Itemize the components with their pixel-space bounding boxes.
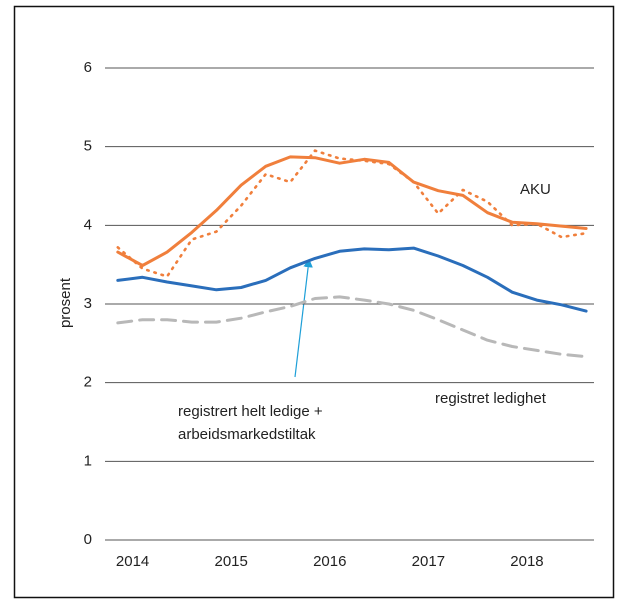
x-tick-label: 2018	[510, 553, 543, 570]
y-tick-label: 5	[84, 138, 92, 155]
series-line	[116, 295, 588, 359]
x-tick-label: 2017	[412, 553, 445, 570]
y-tick-label: 1	[84, 452, 92, 469]
series-line	[116, 246, 588, 313]
annotation: arbeidsmarkedstiltak	[178, 426, 316, 443]
x-tick-label: 2014	[116, 553, 149, 570]
y-tick-label: 4	[84, 216, 92, 233]
annotation: registrert helt ledige +	[178, 403, 323, 420]
frame	[13, 5, 615, 599]
y-tick-label: 6	[84, 59, 92, 76]
series-line	[116, 149, 588, 278]
x-tick-label: 2016	[313, 553, 346, 570]
y-axis-label: prosent	[57, 277, 74, 328]
x-tick-label: 2015	[215, 553, 248, 570]
y-tick-label: 3	[84, 295, 92, 312]
annotation: registret ledighet	[435, 390, 547, 407]
series-line	[116, 155, 588, 267]
annotation-arrow	[294, 258, 313, 378]
annotation: AKU	[520, 181, 551, 198]
y-tick-label: 0	[84, 531, 92, 548]
y-tick-label: 2	[84, 374, 92, 391]
